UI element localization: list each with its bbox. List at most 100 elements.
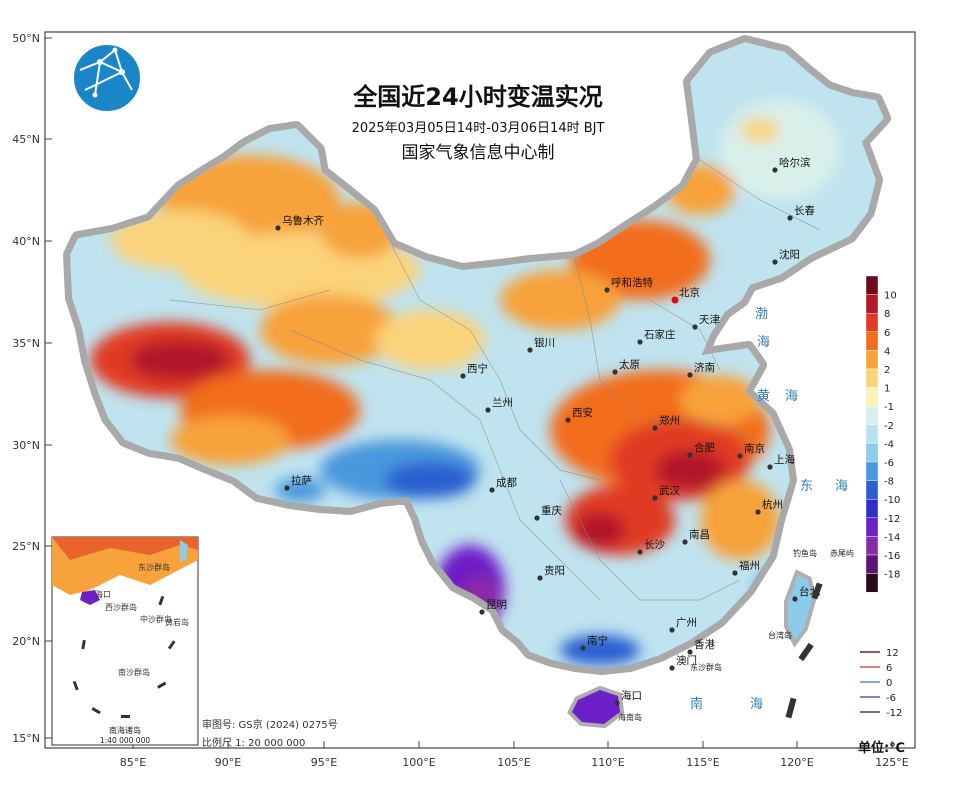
city-label: 西宁: [467, 362, 488, 375]
city-label: 长沙: [644, 539, 665, 551]
legend-swatch: [865, 313, 879, 333]
city-dot: [755, 509, 761, 515]
city-dot: [792, 596, 798, 602]
city-dot: [565, 417, 571, 423]
city-label: 昆明: [486, 599, 507, 611]
city-label: 重庆: [541, 504, 562, 517]
inset-label: 黄岩岛: [165, 617, 189, 627]
province-boundaries: [169, 159, 821, 601]
legend-tick: -6: [884, 458, 894, 469]
contour-value: -12: [886, 708, 902, 719]
city-label: 哈尔滨: [779, 156, 811, 169]
contour-legend: 12 6 0 -6 -12: [860, 648, 902, 719]
contour-value: -6: [886, 693, 896, 704]
city-label: 澳门: [676, 654, 697, 667]
nine-dash-marks: [785, 582, 823, 719]
south-china-sea-inset: 海口 东沙群岛 西沙群岛 中沙群岛 黄岩岛 南沙群岛 南海诸岛 1:40 000…: [51, 536, 199, 746]
island-label: 钓鱼岛: [793, 548, 817, 558]
legend-swatch: [865, 368, 879, 388]
legend-tick: -2: [884, 421, 894, 432]
city-label: 银川: [534, 336, 555, 349]
legend-tick: -14: [884, 532, 900, 543]
city-dot: [460, 373, 466, 379]
city-label: 广州: [676, 617, 697, 629]
city-label: 天津: [699, 314, 720, 326]
city-label: 福州: [739, 559, 760, 572]
legend-swatch: [865, 387, 879, 407]
legend-swatch: [865, 331, 879, 351]
sea-label: 黄: [757, 389, 770, 404]
lat-label: 50°N: [12, 32, 40, 45]
inset-label: 东沙群岛: [138, 562, 170, 572]
city-label: 西安: [572, 406, 593, 419]
globe-network-icon: [72, 43, 142, 113]
color-legend: 10 8 6 4 2 1 -1 -2 -4 -6 -8 -10 -12 -14 -16 -18: [865, 275, 900, 593]
contour-value: 6: [886, 663, 892, 674]
legend-swatch: [865, 350, 879, 370]
city-dot: [580, 645, 586, 651]
sea-label: 海: [835, 479, 848, 494]
legend-tick: 1: [884, 384, 890, 395]
legend-tick: 4: [884, 346, 890, 357]
city-dot: [637, 549, 643, 555]
city-dot: [637, 339, 643, 345]
city-dot: [671, 296, 679, 304]
map-title: 全国近24小时变温实况: [352, 83, 602, 111]
legend-tick: -10: [884, 495, 900, 506]
city-dot: [537, 575, 543, 581]
island-label: 台湾岛: [768, 630, 792, 640]
city-label: 太原: [619, 358, 640, 371]
city-label: 呼和浩特: [611, 277, 653, 289]
longitude-ticks: 85°E 90°E 95°E 100°E 105°E 110°E 115°E 120°E 125…: [120, 741, 909, 769]
city-dot: [534, 515, 540, 521]
city-label: 兰州: [492, 396, 513, 409]
lon-label: 90°E: [215, 756, 241, 769]
city-dot: [612, 369, 618, 375]
legend-tick: 10: [884, 291, 897, 302]
city-label: 沈阳: [779, 248, 800, 261]
legend-tick: -8: [884, 477, 894, 488]
city-dot: [732, 570, 738, 576]
legend-swatch: [865, 480, 879, 500]
city-label: 贵阳: [544, 564, 565, 577]
island-label: 东沙群岛: [690, 662, 722, 672]
inset-label: 南沙群岛: [118, 667, 150, 677]
unit-label: 单位:℃: [858, 740, 905, 756]
city-dot: [737, 453, 743, 459]
city-label: 南昌: [689, 528, 710, 541]
inset-scale: 1:40 000 000: [100, 736, 150, 745]
city-label: 拉萨: [291, 474, 312, 487]
lon-label: 95°E: [311, 756, 337, 769]
city-label: 郑州: [659, 414, 680, 427]
lat-label: 15°N: [12, 732, 40, 745]
legend-swatch: [865, 406, 879, 426]
city-dot: [687, 452, 693, 458]
city-dot: [687, 649, 693, 655]
map-producer: 国家气象信息中心制: [402, 143, 555, 163]
sea-label: 渤: [755, 306, 768, 322]
city-dot: [485, 407, 491, 413]
city-dot: [614, 700, 620, 706]
city-dot: [669, 665, 675, 671]
legend-swatch: [865, 424, 879, 444]
sea-label: 海: [757, 335, 770, 350]
contour-value: 0: [886, 678, 892, 689]
sea-label: 南: [690, 696, 703, 712]
sea-label: 海: [750, 697, 763, 712]
city-dot: [787, 215, 793, 221]
latitude-ticks: 50°N 45°N 40°N 35°N 30°N 25°N 20°N 15°N: [12, 32, 52, 745]
lon-label: 120°E: [780, 756, 813, 769]
legend-tick: -4: [884, 439, 894, 450]
city-dot: [489, 487, 495, 493]
sea-label: 海: [785, 389, 798, 404]
city-label: 香港: [694, 639, 715, 651]
city-dot: [682, 539, 688, 545]
lon-label: 85°E: [120, 756, 146, 769]
city-label: 杭州: [762, 498, 783, 511]
lat-label: 40°N: [12, 235, 40, 248]
sea-labels: 渤海黄 海东 海南海: [690, 306, 848, 712]
legend-swatch: [865, 443, 879, 463]
